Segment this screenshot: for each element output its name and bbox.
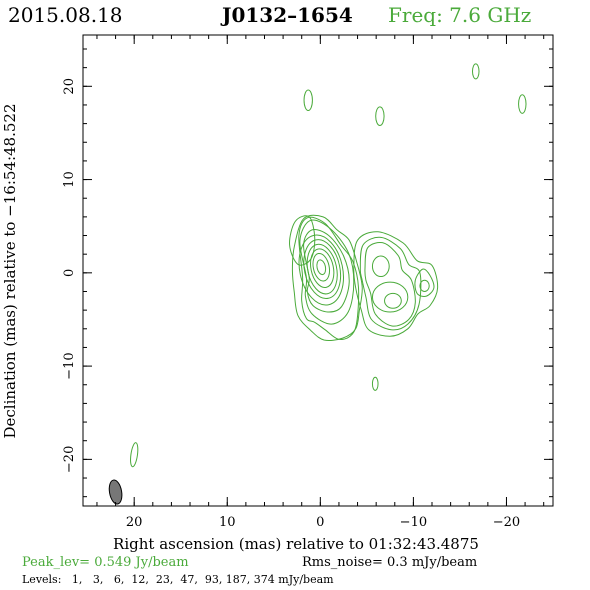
x-tick-label: 0 [316, 515, 324, 530]
isolated-contour [130, 442, 139, 468]
beam-ellipse [108, 479, 123, 505]
contour-layer [108, 63, 527, 505]
y-tick-label: 10 [62, 171, 77, 188]
isolated-contour [471, 63, 480, 80]
source-name: J0132–1654 [222, 3, 353, 27]
component-contour [289, 215, 316, 266]
jet-contour [353, 231, 439, 337]
contour-levels: Levels: 1, 3, 6, 12, 23, 47, 93, 187, 37… [22, 573, 334, 586]
plot-frame [82, 34, 554, 507]
y-tick-label: −10 [62, 352, 77, 379]
knot-contour [371, 255, 390, 278]
y-tick-label: −20 [62, 446, 77, 473]
x-tick-label: −20 [493, 515, 520, 530]
x-tick-label: −10 [400, 515, 427, 530]
core-contour [310, 248, 335, 288]
jet-contour [291, 214, 363, 341]
x-tick-label: 20 [126, 515, 143, 530]
jet-contour [359, 236, 422, 331]
x-axis-label: Right ascension (mas) relative to 01:32:… [113, 535, 479, 553]
core-contour [303, 239, 342, 300]
y-tick-label: 0 [62, 269, 77, 277]
knot-contour [419, 279, 430, 292]
jet-contour [303, 229, 350, 313]
peak-level: Peak_lev= 0.549 Jy/beam [22, 555, 189, 570]
jet-contour [298, 216, 360, 340]
isolated-contour [371, 376, 379, 391]
y-axis-label: Declination (mas) relative to −16:54:48.… [1, 103, 19, 438]
component-contour [414, 268, 435, 297]
core-contour [316, 259, 327, 276]
rms-noise: Rms_noise= 0.3 mJy/beam [302, 555, 478, 570]
jet-contour [364, 242, 416, 327]
core-contour [298, 234, 344, 306]
knot-contour [384, 292, 402, 309]
observation-date: 2015.08.18 [8, 3, 123, 27]
x-tick-label: 10 [219, 515, 236, 530]
isolated-contour [303, 89, 313, 112]
core-contour [306, 243, 338, 295]
frequency-label: Freq: 7.6 GHz [388, 3, 532, 27]
isolated-contour [518, 94, 527, 114]
core-contour [312, 252, 331, 282]
isolated-contour [375, 106, 385, 126]
y-tick-label: 20 [62, 78, 77, 95]
axes-layer: 20 10 0 −10 −20 20 10 0 −10 −20 [62, 34, 554, 530]
jet-contour [299, 219, 355, 325]
knot-contour [371, 281, 409, 313]
